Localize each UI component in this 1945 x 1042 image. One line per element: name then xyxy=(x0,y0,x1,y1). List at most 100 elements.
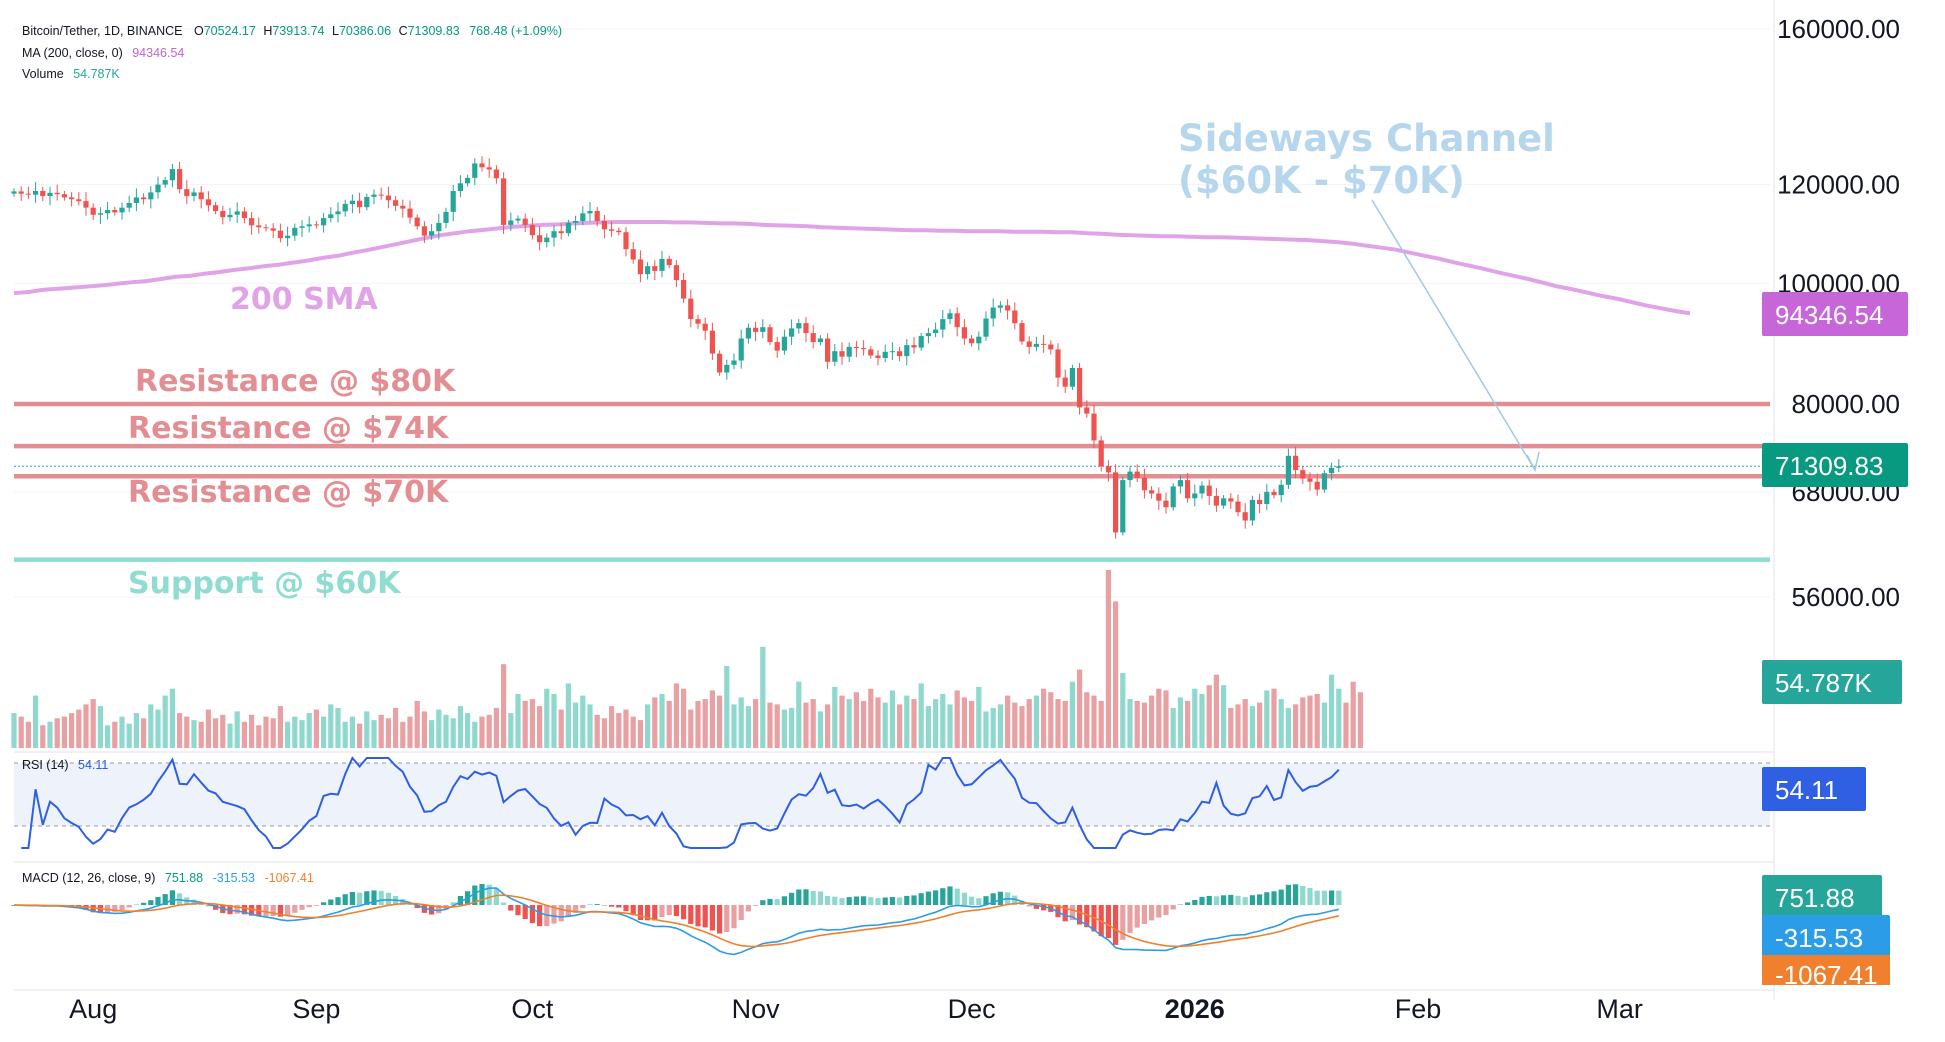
candle-body[interactable] xyxy=(191,192,197,197)
candle-body[interactable] xyxy=(393,200,399,206)
time-axis[interactable]: Aug Sep Oct Nov Dec 2026 Feb Mar xyxy=(69,994,1643,1024)
candle-body[interactable] xyxy=(781,336,787,351)
candle-body[interactable] xyxy=(61,194,67,198)
candle-body[interactable] xyxy=(767,327,773,343)
candle-body[interactable] xyxy=(220,211,226,218)
candle-body[interactable] xyxy=(1329,467,1335,474)
candle-body[interactable] xyxy=(1170,486,1176,508)
candle-body[interactable] xyxy=(1019,323,1025,342)
candle-body[interactable] xyxy=(83,201,89,208)
candle-body[interactable] xyxy=(861,348,867,350)
candle-body[interactable] xyxy=(1055,349,1061,378)
candle-body[interactable] xyxy=(810,333,816,343)
candle-body[interactable] xyxy=(997,305,1003,308)
candle-body[interactable] xyxy=(1300,470,1306,479)
candle-body[interactable] xyxy=(889,351,895,353)
candle-body[interactable] xyxy=(205,199,211,206)
candle-body[interactable] xyxy=(825,338,831,362)
candle-body[interactable] xyxy=(436,222,442,232)
candle-body[interactable] xyxy=(249,218,255,226)
candle-body[interactable] xyxy=(105,210,111,214)
candle-body[interactable] xyxy=(1105,466,1111,473)
candle-body[interactable] xyxy=(573,221,579,223)
candle-body[interactable] xyxy=(97,213,103,215)
candle-body[interactable] xyxy=(990,307,996,319)
candle-body[interactable] xyxy=(141,197,147,200)
candle-body[interactable] xyxy=(299,226,305,228)
candle-body[interactable] xyxy=(1249,499,1255,521)
candle-body[interactable] xyxy=(961,327,967,339)
candle-body[interactable] xyxy=(789,328,795,337)
candle-body[interactable] xyxy=(760,327,766,332)
candle-body[interactable] xyxy=(263,227,269,229)
candle-body[interactable] xyxy=(544,237,550,243)
candle-body[interactable] xyxy=(407,208,413,218)
candle-body[interactable] xyxy=(1307,478,1313,482)
candle-body[interactable] xyxy=(501,178,507,225)
candle-body[interactable] xyxy=(234,211,240,215)
candle-body[interactable] xyxy=(472,163,478,178)
candle-body[interactable] xyxy=(1177,480,1183,487)
candle-body[interactable] xyxy=(666,258,672,266)
candle-body[interactable] xyxy=(652,266,658,271)
candle-body[interactable] xyxy=(33,191,39,195)
candle-body[interactable] xyxy=(796,323,802,329)
candle-body[interactable] xyxy=(745,327,751,339)
candle-body[interactable] xyxy=(983,318,989,337)
candle-body[interactable] xyxy=(54,192,60,195)
candle-body[interactable] xyxy=(817,338,823,343)
candle-body[interactable] xyxy=(162,180,168,185)
candle-body[interactable] xyxy=(731,360,737,365)
candle-body[interactable] xyxy=(1278,484,1284,496)
candle-body[interactable] xyxy=(241,211,247,219)
candle-body[interactable] xyxy=(270,228,276,231)
candle-body[interactable] xyxy=(1026,341,1032,347)
candle-body[interactable] xyxy=(637,259,643,275)
candle-body[interactable] xyxy=(688,298,694,319)
candle-body[interactable] xyxy=(565,222,571,234)
candle-body[interactable] xyxy=(947,313,953,319)
candle-body[interactable] xyxy=(378,194,384,196)
candle-body[interactable] xyxy=(832,351,838,362)
candle-body[interactable] xyxy=(695,319,701,324)
candle-body[interactable] xyxy=(40,191,46,196)
candle-body[interactable] xyxy=(256,225,262,228)
candle-body[interactable] xyxy=(1285,455,1291,485)
candle-body[interactable] xyxy=(335,211,341,215)
candle-body[interactable] xyxy=(1120,480,1126,533)
candle-body[interactable] xyxy=(1091,413,1097,441)
candle-body[interactable] xyxy=(1185,480,1191,499)
candle-body[interactable] xyxy=(126,203,132,208)
candle-body[interactable] xyxy=(349,200,355,204)
candle-body[interactable] xyxy=(673,265,679,281)
candle-body[interactable] xyxy=(738,338,744,361)
candle-body[interactable] xyxy=(306,224,312,227)
candle-body[interactable] xyxy=(1149,490,1155,494)
candle-body[interactable] xyxy=(90,207,96,215)
candle-body[interactable] xyxy=(609,229,615,231)
candle-body[interactable] xyxy=(148,192,154,200)
candle-body[interactable] xyxy=(623,232,629,250)
candle-body[interactable] xyxy=(976,336,982,344)
candle-body[interactable] xyxy=(69,197,75,200)
candle-body[interactable] xyxy=(537,235,543,243)
candle-body[interactable] xyxy=(486,167,492,170)
candle-body[interactable] xyxy=(868,349,874,356)
candle-body[interactable] xyxy=(1156,493,1162,501)
candle-body[interactable] xyxy=(645,266,651,275)
candle-body[interactable] xyxy=(1033,343,1039,347)
candle-body[interactable] xyxy=(1134,471,1140,478)
candle-body[interactable] xyxy=(529,224,535,236)
candle-body[interactable] xyxy=(933,329,939,334)
candle-body[interactable] xyxy=(1113,472,1119,533)
candle-body[interactable] xyxy=(1321,473,1327,490)
candle-body[interactable] xyxy=(911,345,917,348)
candle-body[interactable] xyxy=(1242,512,1248,521)
candle-body[interactable] xyxy=(277,230,283,239)
candle-body[interactable] xyxy=(1213,495,1219,506)
candle-body[interactable] xyxy=(508,220,514,225)
candle-body[interactable] xyxy=(421,226,427,236)
candle-body[interactable] xyxy=(213,205,219,211)
candle-body[interactable] xyxy=(292,227,298,236)
